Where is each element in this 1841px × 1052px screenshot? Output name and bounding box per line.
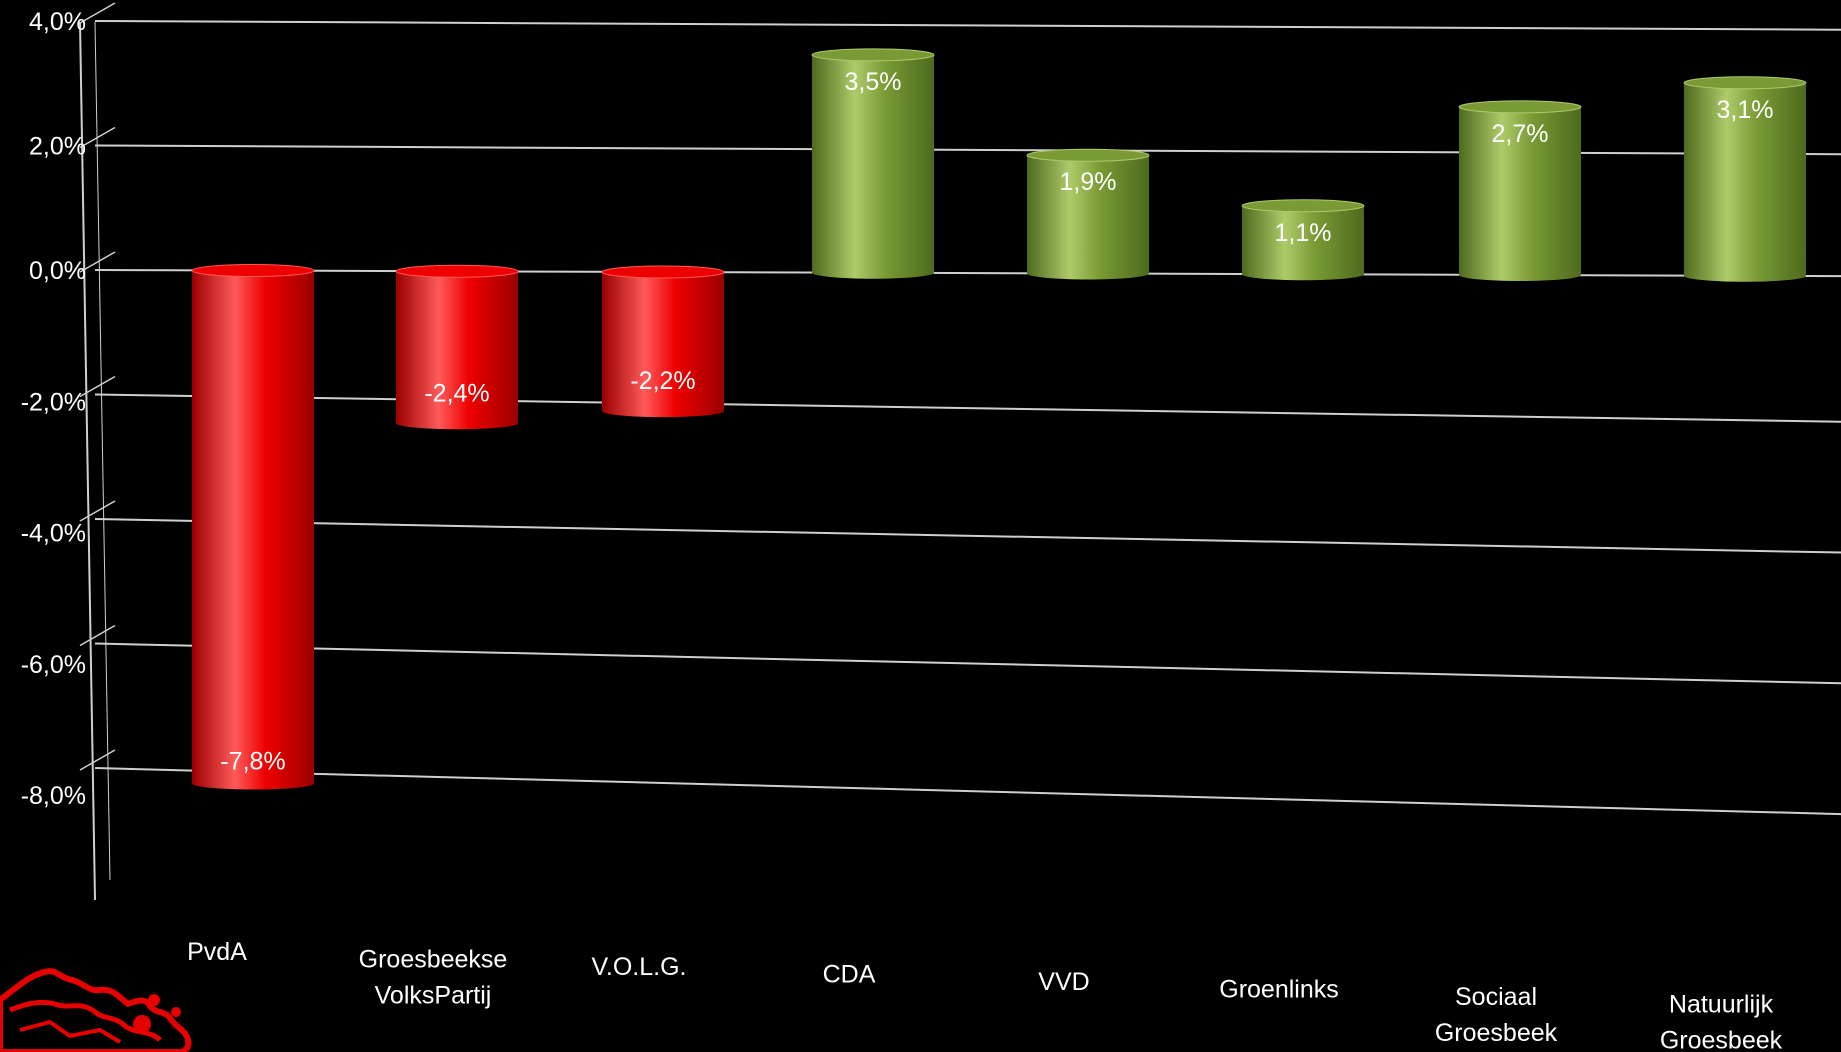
- category-label: Groesbeekse VolksPartij: [359, 946, 508, 1010]
- y-tick-label: 2,0%: [29, 133, 86, 161]
- bars: [191, 48, 1807, 790]
- data-label: -7,8%: [220, 747, 285, 775]
- grid-line-wall: [79, 2, 116, 24]
- data-label: 2,7%: [1492, 120, 1549, 148]
- y-tick-label: 0,0%: [29, 257, 86, 285]
- bar-body: [192, 270, 314, 784]
- bar-top-cap: [395, 264, 519, 278]
- bar-bottom-cap: [1684, 269, 1806, 282]
- grid-line-wall: [79, 251, 116, 273]
- data-label: 3,5%: [845, 68, 902, 96]
- category-label: CDA: [823, 961, 876, 989]
- data-label: -2,4%: [424, 379, 489, 407]
- bar-bottom-cap: [812, 266, 934, 279]
- category-label: Natuurlijk Groesbeek: [1660, 991, 1783, 1052]
- y-axis: 4,0% 2,0% 0,0% -2,0% -4,0% -6,0% -8,0%: [21, 8, 86, 810]
- bar: [191, 264, 315, 790]
- bar-body: [1027, 155, 1149, 274]
- bar-bottom-cap: [602, 405, 724, 418]
- bar: [1458, 100, 1582, 281]
- bar-top-cap: [811, 48, 935, 62]
- bar-body: [1242, 205, 1364, 275]
- axis-line-inner: [94, 21, 111, 881]
- category-label: PvdA: [187, 938, 247, 966]
- category-label: VVD: [1038, 968, 1089, 996]
- y-tick-label: -2,0%: [21, 388, 86, 416]
- grid-line-wall: [79, 624, 116, 647]
- grid-line-wall: [79, 749, 116, 771]
- bar-top-cap: [1458, 100, 1582, 114]
- grid-line: [94, 518, 1841, 554]
- bar-body: [1684, 82, 1806, 276]
- bar-bottom-cap: [1459, 268, 1581, 281]
- bar: [601, 265, 725, 418]
- bar: [1683, 76, 1807, 282]
- bar-body: [812, 54, 934, 273]
- bar-body: [396, 271, 518, 424]
- bar: [811, 48, 935, 279]
- category-labels: PvdA Groesbeekse VolksPartij V.O.L.G. CDA VVD…: [187, 938, 1783, 1052]
- bar: [1026, 148, 1150, 280]
- bar-bottom-cap: [1242, 268, 1364, 281]
- y-tick-label: 4,0%: [29, 8, 86, 36]
- grid-line: [94, 642, 1841, 685]
- bar: [1241, 199, 1365, 281]
- data-label: 1,9%: [1060, 168, 1117, 196]
- axis-line: [79, 21, 96, 901]
- data-labels: -7,8% -2,4% -2,2% 3,5% 1,9% 1,1% 2,7% 3,1%: [220, 68, 1773, 776]
- province-map-logo-icon: [0, 968, 192, 1052]
- data-label: -2,2%: [630, 367, 695, 395]
- category-label: V.O.L.G.: [592, 953, 687, 981]
- grid-lines: [79, 2, 1841, 901]
- y-tick-label: -4,0%: [21, 520, 86, 548]
- bar-body: [1459, 106, 1581, 275]
- bar-body: [602, 271, 724, 412]
- bar-top-cap: [191, 264, 315, 278]
- bar-bottom-cap: [1027, 267, 1149, 280]
- grid-line: [94, 767, 1841, 816]
- bar-top-cap: [1026, 148, 1150, 162]
- y-tick-label: -6,0%: [21, 651, 86, 679]
- bar-top-cap: [601, 265, 725, 279]
- grid-line-wall: [79, 500, 116, 522]
- bar-top-cap: [1683, 76, 1807, 90]
- data-label: 1,1%: [1275, 219, 1332, 247]
- grid-line: [94, 20, 1841, 31]
- data-label: 3,1%: [1717, 96, 1774, 124]
- bar-bottom-cap: [192, 777, 314, 790]
- category-label: Groenlinks: [1219, 976, 1339, 1004]
- bar-top-cap: [1241, 199, 1365, 213]
- y-tick-label: -8,0%: [21, 782, 86, 810]
- grid-line: [94, 393, 1841, 423]
- bar-bottom-cap: [396, 417, 518, 430]
- category-label: Sociaal Groesbeek: [1435, 983, 1558, 1047]
- bar: [395, 264, 519, 430]
